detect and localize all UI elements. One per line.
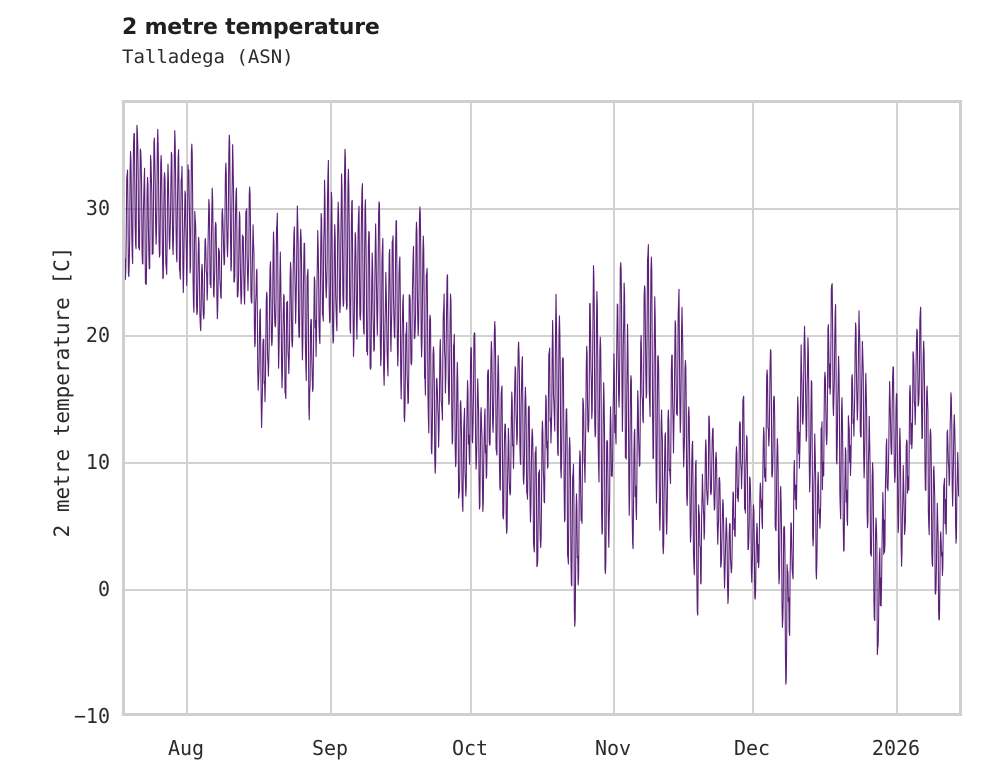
x-tick-sep: Sep xyxy=(311,736,349,760)
x-tick-dec: Dec xyxy=(733,736,771,760)
temperature-series xyxy=(125,124,959,685)
y-tick-10: 10 xyxy=(85,450,110,474)
gridline-y-0 xyxy=(125,589,959,591)
title-block: 2 metre temperature Talladega (ASN) xyxy=(122,14,822,70)
gridline-x-aug xyxy=(186,103,188,713)
gridline-x-sep xyxy=(330,103,332,713)
gridline-y-20 xyxy=(125,335,959,337)
plot-inner xyxy=(125,103,959,713)
page-title: 2 metre temperature xyxy=(122,15,380,40)
plot-area xyxy=(122,100,962,716)
x-tick-oct: Oct xyxy=(451,736,489,760)
gridline-x-oct xyxy=(470,103,472,713)
y-axis-title: 2 metre temperature [C] xyxy=(50,246,74,538)
gridline-x-nov xyxy=(613,103,615,713)
series-polyline xyxy=(125,124,959,685)
y-tick-minus-10: −10 xyxy=(73,704,110,728)
x-tick-2026: 2026 xyxy=(871,736,921,760)
gridline-x-dec xyxy=(752,103,754,713)
y-tick-0: 0 xyxy=(97,577,110,601)
gridline-y-30 xyxy=(125,208,959,210)
x-tick-nov: Nov xyxy=(594,736,632,760)
y-axis-tick-layer: 30 20 10 0 −10 xyxy=(0,0,110,782)
chart-subtitle: Talladega (ASN) xyxy=(122,46,294,68)
y-tick-30: 30 xyxy=(85,196,110,220)
y-tick-20: 20 xyxy=(85,323,110,347)
x-tick-aug: Aug xyxy=(167,736,205,760)
